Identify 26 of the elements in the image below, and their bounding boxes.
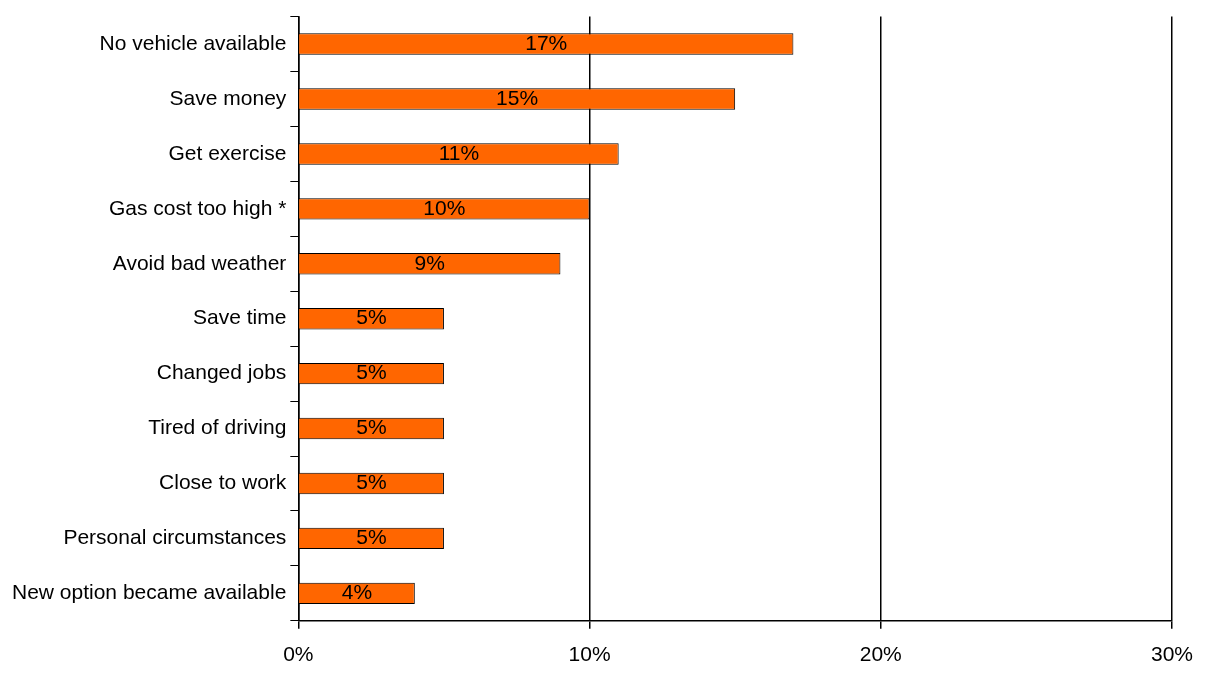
data-label: 17%	[525, 30, 568, 54]
y-tick-label: Save money	[169, 85, 287, 109]
x-tick-label: 10%	[568, 642, 611, 666]
data-label: 10%	[423, 195, 466, 219]
x-tick-label: 0%	[283, 642, 314, 666]
y-tick-label: No vehicle available	[99, 30, 287, 54]
y-tick-label: Tired of driving	[148, 415, 287, 439]
y-tick-label: Close to work	[159, 470, 287, 494]
y-tick-label: Get exercise	[168, 140, 287, 164]
data-label: 5%	[356, 360, 387, 384]
data-label: 5%	[356, 305, 387, 329]
data-label: 5%	[356, 415, 387, 439]
data-label: 15%	[496, 85, 539, 109]
y-tick-label: Avoid bad weather	[112, 250, 287, 274]
y-tick-label: Gas cost too high *	[108, 195, 287, 219]
data-label: 5%	[356, 470, 387, 494]
x-tick-label: 30%	[1150, 642, 1193, 666]
y-tick-label: Personal circumstances	[63, 525, 287, 549]
y-tick-label: New option became available	[11, 580, 287, 604]
y-tick-label: Changed jobs	[156, 360, 287, 384]
data-label: 9%	[414, 250, 445, 274]
data-label: 11%	[438, 140, 480, 164]
y-tick-label: Save time	[192, 305, 287, 329]
x-tick-label: 20%	[859, 642, 902, 666]
data-label: 5%	[356, 525, 387, 549]
data-label: 4%	[341, 580, 373, 604]
